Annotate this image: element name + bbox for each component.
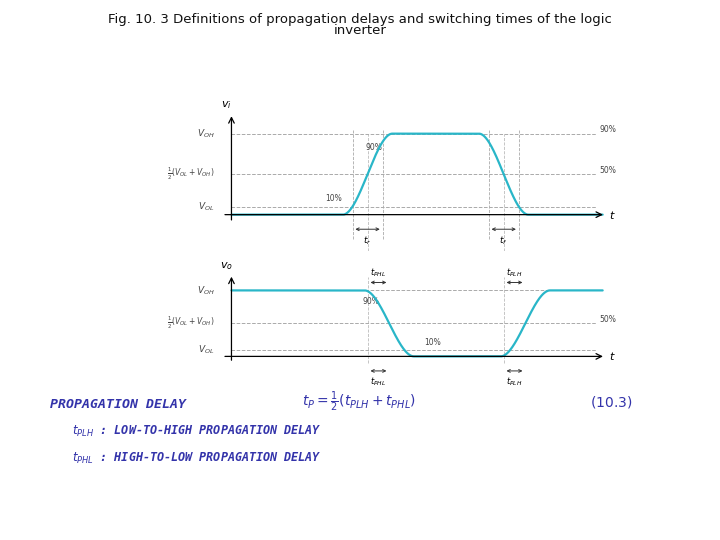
Text: Fig. 10. 3 Definitions of propagation delays and switching times of the logic: Fig. 10. 3 Definitions of propagation de… xyxy=(108,14,612,26)
Text: 50%: 50% xyxy=(600,166,616,174)
Text: $(10.3)$: $(10.3)$ xyxy=(590,394,633,410)
Text: $\frac{1}{2}(V_{OL}+V_{OH})$: $\frac{1}{2}(V_{OL}+V_{OH})$ xyxy=(167,315,215,332)
Text: 90%: 90% xyxy=(600,125,616,134)
Text: $t_{PHL}$: $t_{PHL}$ xyxy=(370,375,387,388)
Text: $V_{OH}$: $V_{OH}$ xyxy=(197,284,215,296)
Text: $\frac{1}{2}(V_{OL}+V_{OH})$: $\frac{1}{2}(V_{OL}+V_{OH})$ xyxy=(167,166,215,182)
Text: $t_P = \frac{1}{2}(t_{PLH} + t_{PHL})$: $t_P = \frac{1}{2}(t_{PLH} + t_{PHL})$ xyxy=(302,390,416,414)
Text: $t_{PHL}$ : HIGH-TO-LOW PROPAGATION DELAY: $t_{PHL}$ : HIGH-TO-LOW PROPAGATION DELA… xyxy=(72,451,322,466)
Text: PROPAGATION DELAY: PROPAGATION DELAY xyxy=(50,397,186,411)
Text: $t_{PLH}$: $t_{PLH}$ xyxy=(506,375,523,388)
Text: $t_{PLH}$ : LOW-TO-HIGH PROPAGATION DELAY: $t_{PLH}$ : LOW-TO-HIGH PROPAGATION DELA… xyxy=(72,424,322,439)
Text: $v_i$: $v_i$ xyxy=(222,99,232,111)
Text: inverter: inverter xyxy=(333,24,387,37)
Text: $v_o$: $v_o$ xyxy=(220,260,233,272)
Text: $V_{OL}$: $V_{OL}$ xyxy=(198,200,215,213)
Text: 10%: 10% xyxy=(325,194,342,203)
Text: 90%: 90% xyxy=(365,143,382,152)
Text: $V_{OL}$: $V_{OL}$ xyxy=(198,343,215,356)
Text: 50%: 50% xyxy=(600,315,616,324)
Text: $t_r$: $t_r$ xyxy=(364,235,372,247)
Text: $V_{OH}$: $V_{OH}$ xyxy=(197,127,215,140)
Text: 90%: 90% xyxy=(362,296,379,306)
Text: $t_f$: $t_f$ xyxy=(500,235,508,247)
Text: $t$: $t$ xyxy=(609,350,616,362)
Text: 10%: 10% xyxy=(424,338,441,347)
Text: $t$: $t$ xyxy=(609,208,616,221)
Text: $t_{PHL}$: $t_{PHL}$ xyxy=(370,267,387,279)
Text: $t_{PLH}$: $t_{PLH}$ xyxy=(506,267,523,279)
